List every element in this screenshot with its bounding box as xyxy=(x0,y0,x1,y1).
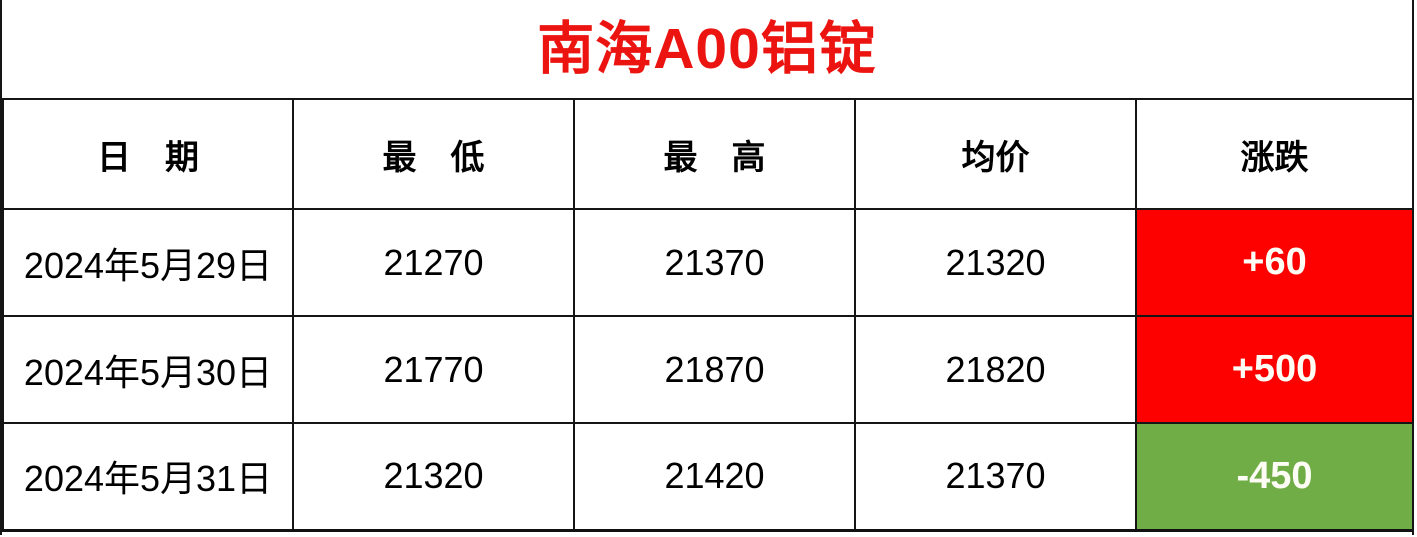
col-header-avg: 均价 xyxy=(854,98,1137,210)
change-cell: +60 xyxy=(1135,208,1412,317)
low-cell: 21320 xyxy=(292,422,575,531)
table-row: 2024年5月29日 21270 21370 21320 +60 xyxy=(2,208,1412,317)
low-cell: 21270 xyxy=(292,208,575,317)
col-header-change: 涨跌 xyxy=(1135,98,1412,210)
header-row: 日 期 最 低 最 高 均价 涨跌 xyxy=(2,98,1412,210)
change-cell: +500 xyxy=(1135,315,1412,424)
col-header-low: 最 低 xyxy=(292,98,575,210)
high-cell: 21370 xyxy=(573,208,856,317)
col-header-date: 日 期 xyxy=(2,98,294,210)
col-header-high: 最 高 xyxy=(573,98,856,210)
price-table: 日 期 最 低 最 高 均价 涨跌 2024年5月29日 21270 21370… xyxy=(2,98,1412,532)
avg-cell: 21320 xyxy=(854,208,1137,317)
date-cell: 2024年5月30日 xyxy=(2,315,294,424)
date-cell: 2024年5月31日 xyxy=(2,422,294,531)
high-cell: 21420 xyxy=(573,422,856,531)
date-cell: 2024年5月29日 xyxy=(2,208,294,317)
table-row: 2024年5月30日 21770 21870 21820 +500 xyxy=(2,315,1412,424)
table-row: 2024年5月31日 21320 21420 21370 -450 xyxy=(2,422,1412,531)
page-title: 南海A00铝锭 xyxy=(537,17,877,81)
low-cell: 21770 xyxy=(292,315,575,424)
high-cell: 21870 xyxy=(573,315,856,424)
change-cell: -450 xyxy=(1135,422,1412,531)
avg-cell: 21820 xyxy=(854,315,1137,424)
avg-cell: 21370 xyxy=(854,422,1137,531)
